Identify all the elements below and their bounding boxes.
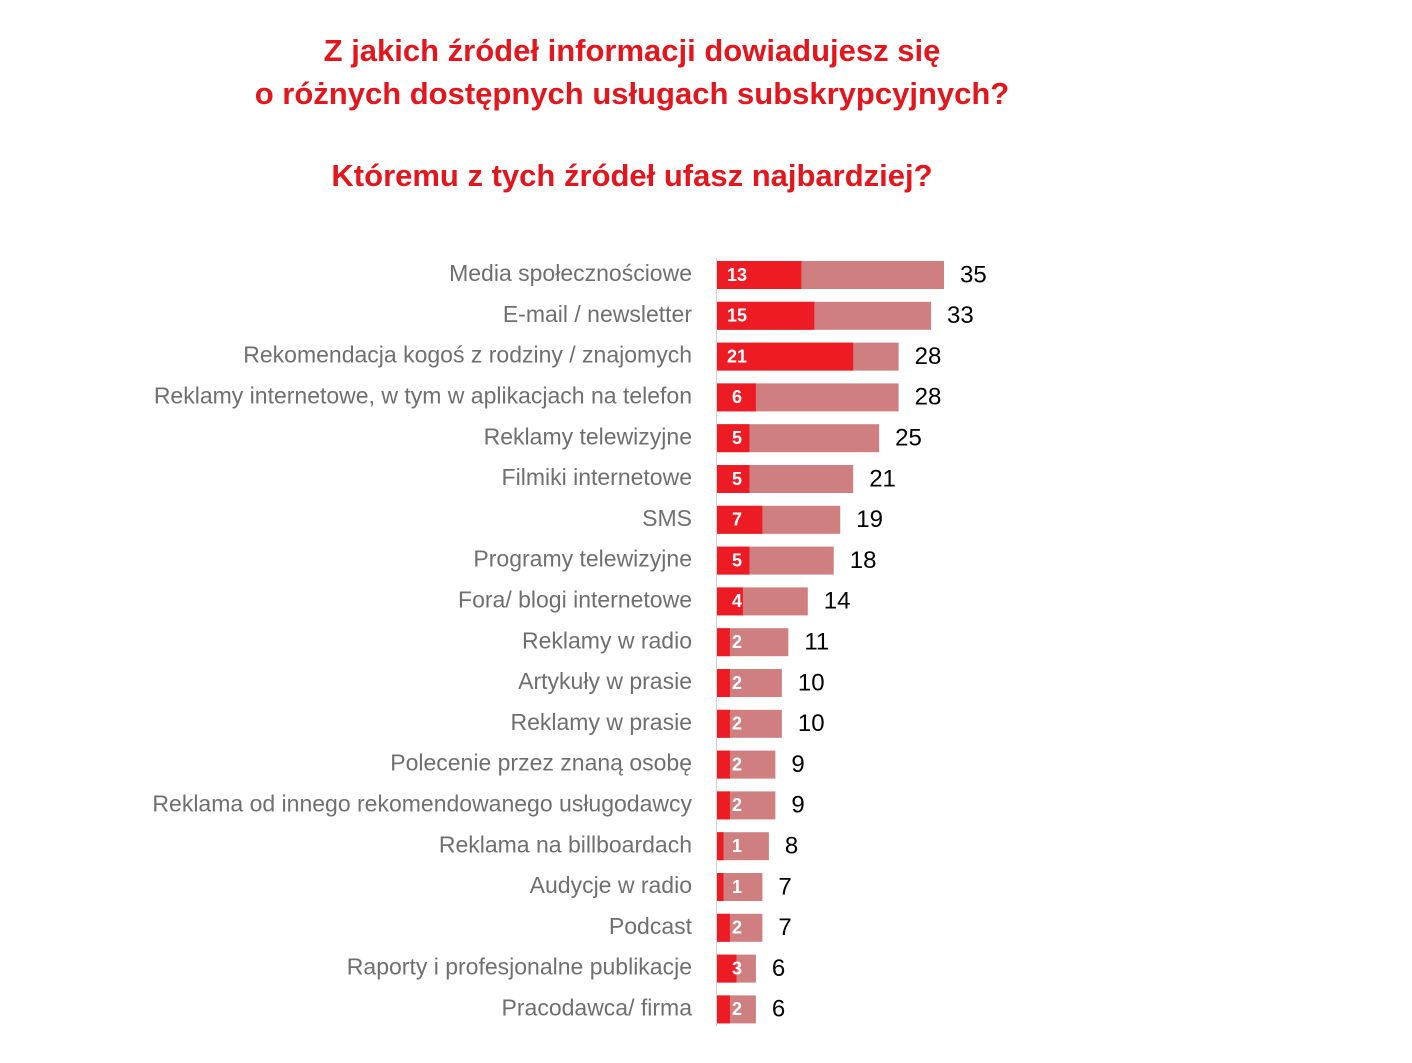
bar <box>717 832 769 861</box>
value-label: 21 <box>727 346 747 366</box>
bar <box>717 383 756 412</box>
value-label: 33 <box>947 302 974 329</box>
value-label: 35 <box>960 261 987 288</box>
bar <box>717 505 763 534</box>
value-label: 9 <box>791 751 804 778</box>
value-label: 2 <box>732 795 742 815</box>
value-label: 1 <box>732 877 742 897</box>
value-label: 2 <box>732 673 742 693</box>
bar <box>717 424 750 453</box>
value-label: 2 <box>732 632 742 652</box>
bar <box>717 873 724 901</box>
value-label: 28 <box>915 384 942 411</box>
category-label: SMS <box>642 505 692 531</box>
bar <box>717 261 802 289</box>
category-label: Podcast <box>609 913 693 939</box>
category-label: Filmiki internetowe <box>502 464 692 490</box>
category-label: Reklamy w prasie <box>511 709 693 735</box>
value-label: 14 <box>824 588 851 615</box>
category-label: Pracodawca/ firma <box>502 994 693 1020</box>
value-label: 19 <box>856 506 883 533</box>
bar <box>717 587 743 616</box>
value-label: 10 <box>798 669 825 696</box>
category-label: E-mail / newsletter <box>503 301 693 327</box>
bar <box>717 342 854 371</box>
bar <box>717 791 730 820</box>
category-label: Reklamy telewizyjne <box>484 423 692 449</box>
category-label: Media społecznościowe <box>449 260 692 286</box>
category-label: Audycje w radio <box>530 872 692 898</box>
value-label: 2 <box>732 714 742 734</box>
value-label: 7 <box>732 510 742 530</box>
bar <box>717 873 763 901</box>
value-label: 6 <box>772 955 785 982</box>
value-label: 5 <box>732 428 742 448</box>
category-label: Artykuły w prasie <box>518 668 692 694</box>
chart-title: o różnych dostępnych usługach subskrypcy… <box>255 76 1010 111</box>
value-label: 6 <box>772 996 785 1023</box>
value-label: 2 <box>732 754 742 774</box>
value-label: 7 <box>778 914 791 941</box>
value-label: 25 <box>895 425 922 452</box>
category-label: Reklama na billboardach <box>439 831 692 857</box>
value-label: 7 <box>778 873 791 900</box>
category-label: Rekomendacja kogoś z rodziny / znajomych <box>243 342 692 368</box>
value-label: 2 <box>732 999 742 1019</box>
category-label: Fora/ blogi internetowe <box>458 586 692 612</box>
value-label: 6 <box>732 387 742 407</box>
bar <box>717 669 730 697</box>
value-label: 8 <box>785 833 798 860</box>
chart-subtitle: Któremu z tych źródeł ufasz najbardziej? <box>331 158 932 193</box>
category-label: Reklamy internetowe, w tym w aplikacjach… <box>154 382 692 408</box>
category-label: Polecenie przez znaną osobę <box>390 750 692 776</box>
bar <box>717 709 730 738</box>
value-label: 5 <box>732 550 742 570</box>
bar <box>717 465 750 493</box>
bar <box>717 750 730 779</box>
value-label: 1 <box>732 836 742 856</box>
category-label: Reklamy w radio <box>522 627 692 653</box>
chart-title: Z jakich źródeł informacji dowiadujesz s… <box>324 33 941 68</box>
category-label: Reklama od innego rekomendowanego usługo… <box>152 790 692 816</box>
value-label: 5 <box>732 469 742 489</box>
bar <box>717 628 730 657</box>
value-label: 21 <box>869 465 896 492</box>
category-label: Raporty i profesjonalne publikacje <box>347 954 692 980</box>
value-label: 3 <box>732 958 742 978</box>
bar <box>717 913 730 942</box>
bar <box>717 301 815 330</box>
value-label: 4 <box>732 591 742 611</box>
value-label: 9 <box>791 792 804 819</box>
bar <box>717 954 737 983</box>
bar <box>717 546 750 575</box>
value-label: 15 <box>727 306 747 326</box>
value-label: 13 <box>727 265 747 285</box>
value-label: 2 <box>732 918 742 938</box>
bar <box>717 832 724 861</box>
value-label: 28 <box>915 343 942 370</box>
bar <box>717 995 730 1024</box>
value-label: 10 <box>798 710 825 737</box>
category-label: Programy telewizyjne <box>473 546 692 572</box>
value-label: 11 <box>804 629 829 656</box>
value-label: 18 <box>850 547 877 574</box>
